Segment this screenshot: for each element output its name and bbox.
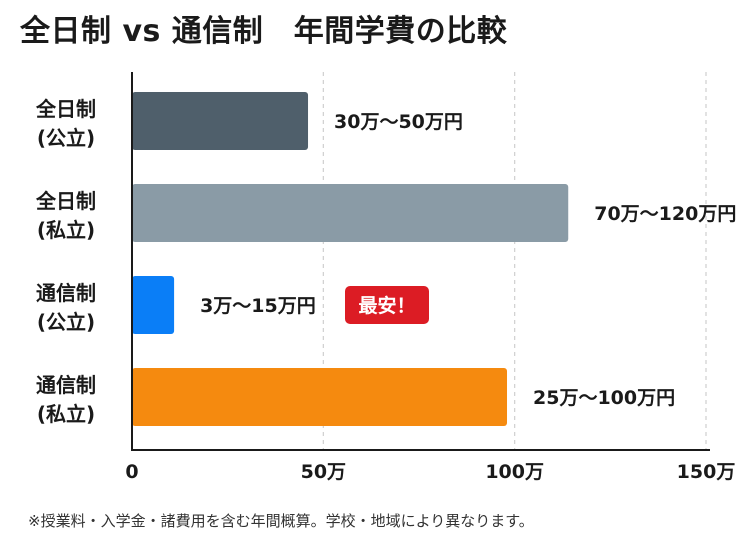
bar-value-label: 30万〜50万円 [334, 111, 463, 133]
category-sublabel: (私立) [37, 218, 95, 242]
bar-value-label: 3万〜15万円 [200, 295, 316, 317]
category-sublabel: (公立) [37, 126, 95, 150]
cheapest-badge [345, 286, 429, 324]
bar [132, 276, 175, 334]
chart-title: 全日制 vs 通信制 年間学費の比較 [20, 14, 508, 49]
footnote: ※授業料・入学金・諸費用を含む年間概算。学校・地域により異なります。 [28, 512, 534, 530]
bar [132, 368, 508, 426]
category-label: 通信制 [36, 373, 96, 397]
bar [132, 92, 309, 150]
category-sublabel: (私立) [37, 402, 95, 426]
category-label: 全日制 [35, 189, 96, 213]
category-label: 全日制 [35, 97, 96, 121]
cheapest-badge-label: 最安！ [358, 294, 415, 317]
bar [132, 184, 569, 242]
bar-value-label: 25万〜100万円 [533, 387, 675, 409]
x-tick-label: 0 [125, 461, 138, 483]
x-tick-label: 50万 [301, 461, 346, 483]
bar-value-label: 70万〜120万円 [594, 203, 736, 225]
x-tick-label: 150万 [677, 461, 736, 483]
x-tick-label: 100万 [485, 461, 544, 483]
category-label: 通信制 [36, 281, 96, 305]
category-sublabel: (公立) [37, 310, 95, 334]
